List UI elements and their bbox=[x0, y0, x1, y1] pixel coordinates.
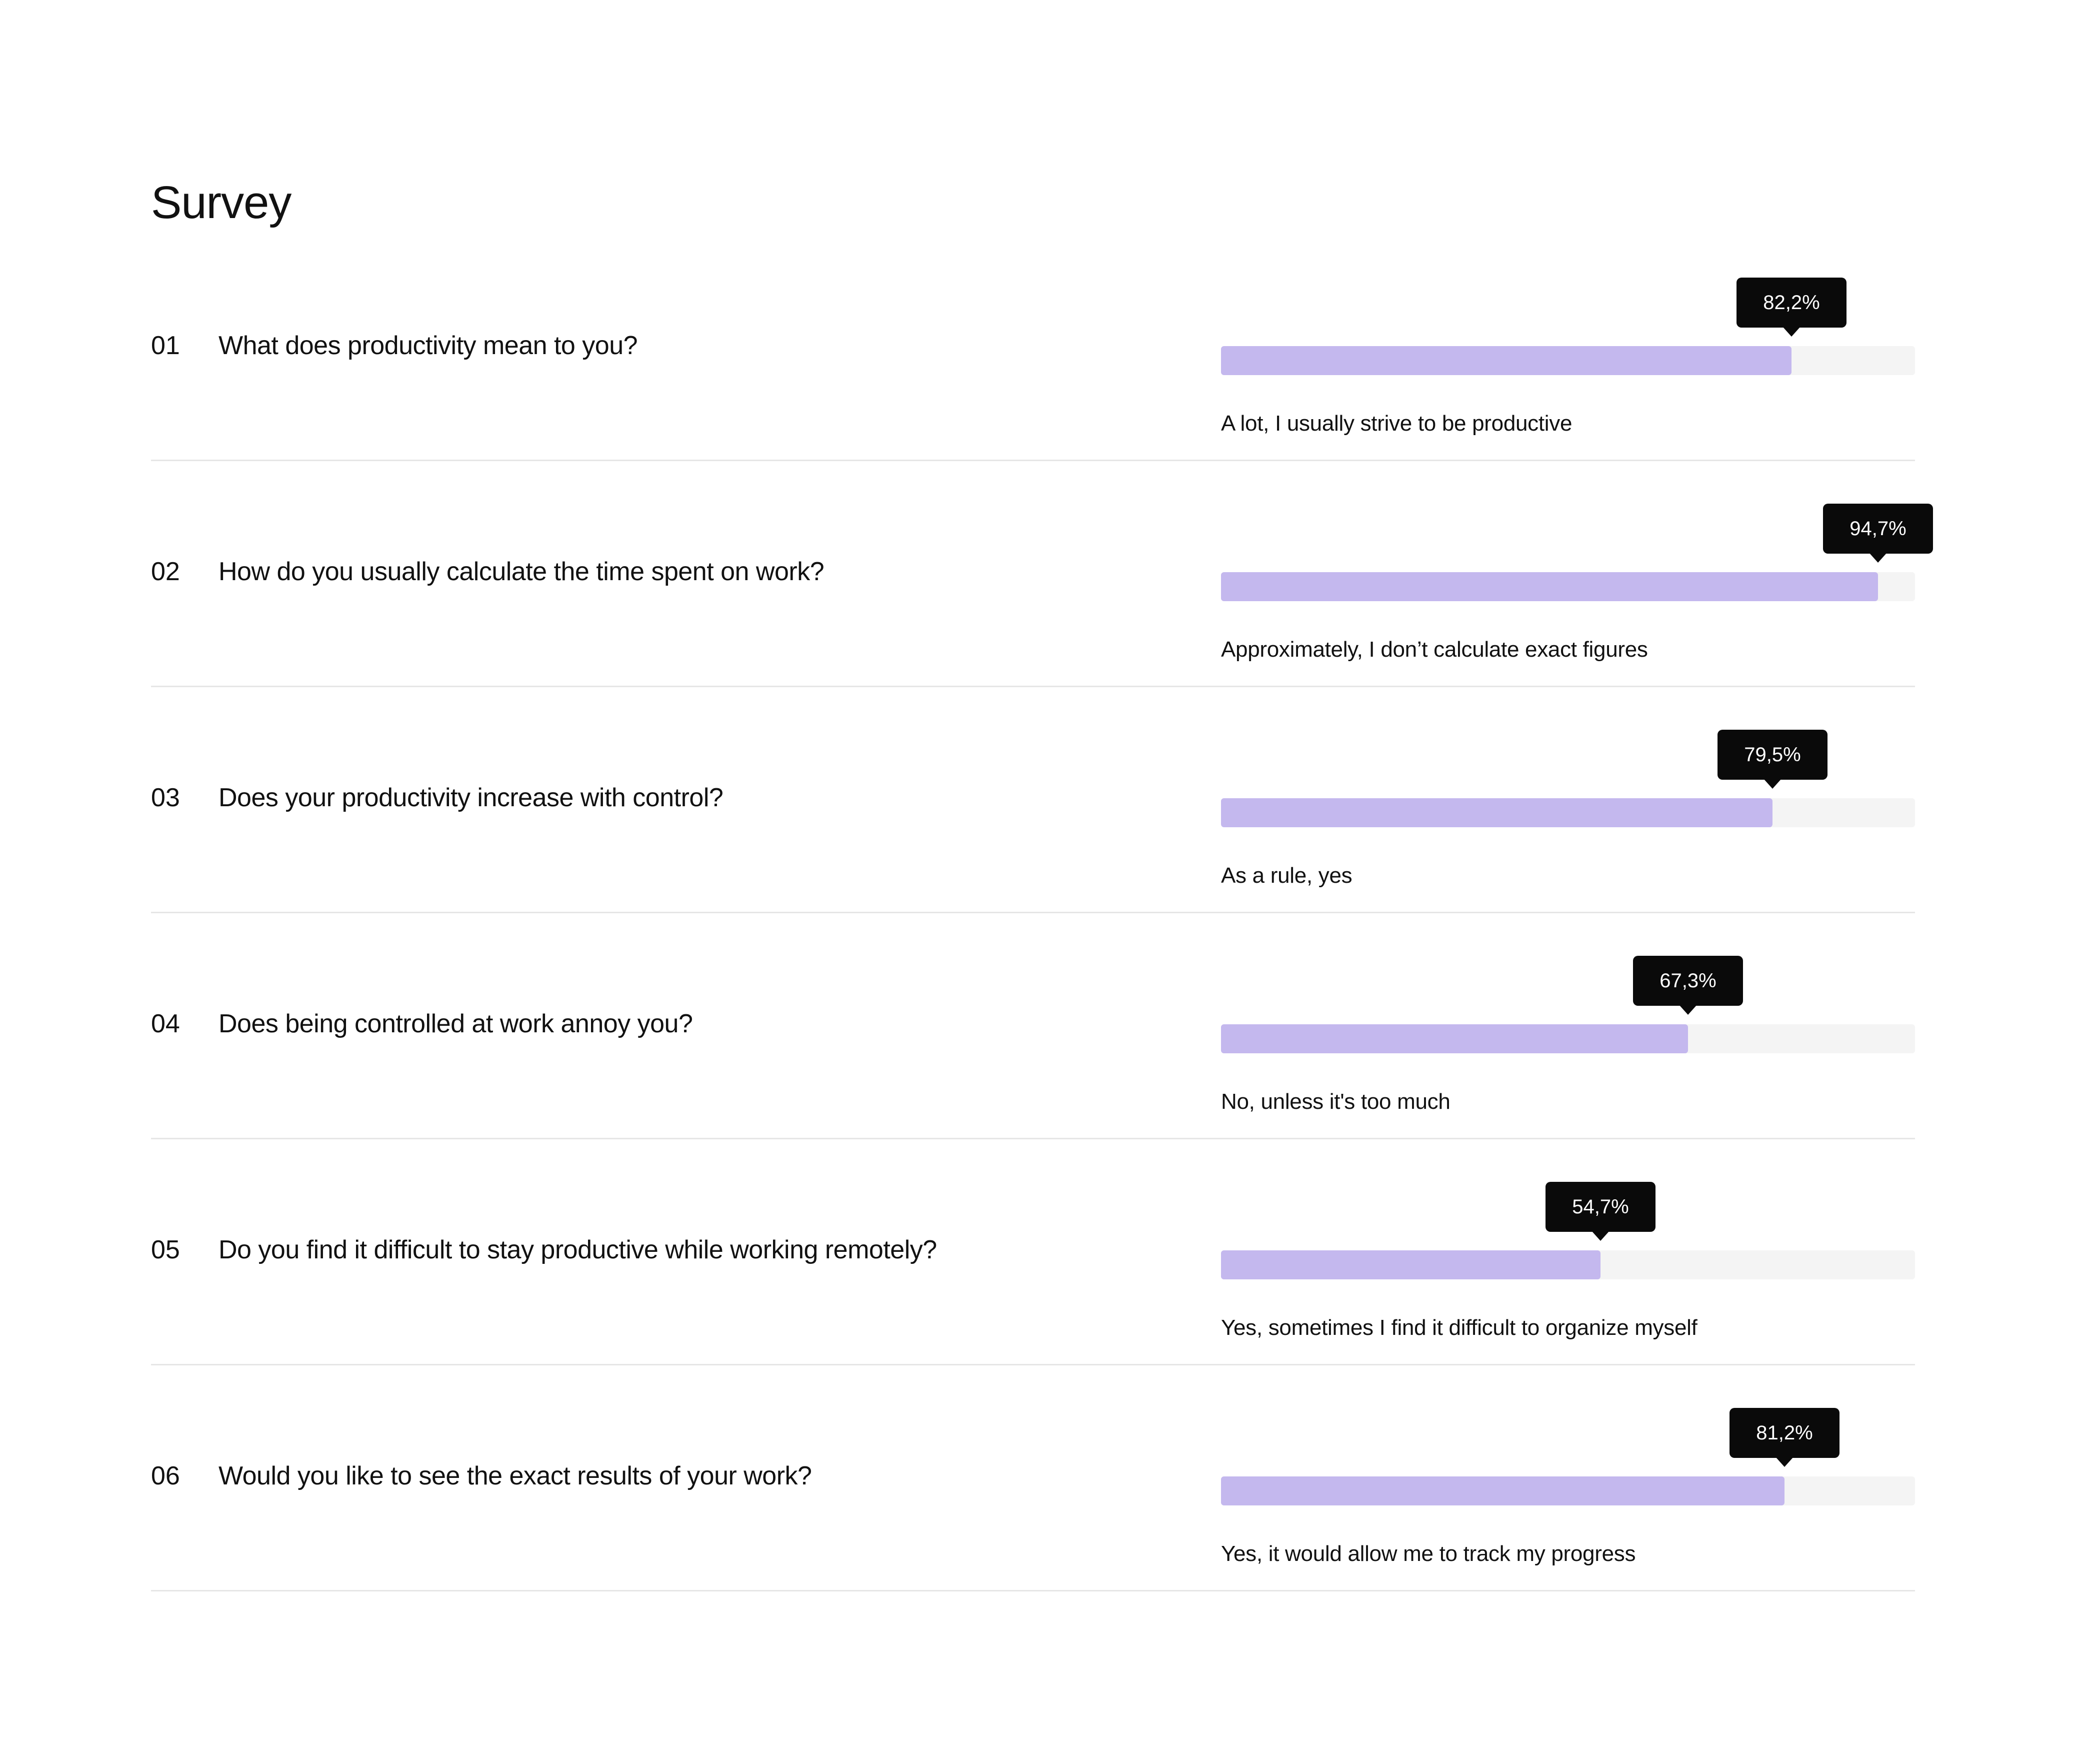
question-number: 03 bbox=[151, 783, 180, 812]
survey-row: 01 What does productivity mean to you? 82,… bbox=[151, 235, 1915, 461]
bar-fill bbox=[1221, 346, 1792, 375]
value-tooltip: 81,2% bbox=[1730, 1408, 1840, 1467]
bar-fill bbox=[1221, 798, 1772, 827]
bar-fill bbox=[1221, 572, 1878, 601]
question-number: 02 bbox=[151, 557, 180, 586]
bar-track bbox=[1221, 1250, 1915, 1279]
value-tooltip: 94,7% bbox=[1823, 504, 1933, 563]
answer-block: 79,5% As a rule, yes bbox=[1221, 687, 1915, 912]
answer-label: Yes, it would allow me to track my progr… bbox=[1221, 1541, 1636, 1566]
answer-block: 94,7% Approximately, I don’t calculate ex… bbox=[1221, 461, 1933, 686]
answer-label: As a rule, yes bbox=[1221, 863, 1352, 888]
answer-block: 54,7% Yes, sometimes I find it difficult … bbox=[1221, 1139, 1915, 1364]
bar-fill bbox=[1221, 1250, 1600, 1279]
bar-track bbox=[1221, 798, 1915, 827]
question-text: What does productivity mean to you? bbox=[218, 331, 638, 360]
survey-results-chart: 01 What does productivity mean to you? 82,… bbox=[151, 235, 1933, 1591]
answer-label: No, unless it's too much bbox=[1221, 1089, 1450, 1114]
survey-row: 02 How do you usually calculate the time … bbox=[151, 461, 1933, 687]
question-text: Does being controlled at work annoy you? bbox=[218, 1009, 693, 1038]
page-title: Survey bbox=[151, 177, 292, 228]
bar-track bbox=[1221, 346, 1915, 375]
answer-block: 67,3% No, unless it's too much bbox=[1221, 913, 1915, 1138]
question-number: 04 bbox=[151, 1009, 180, 1038]
value-tooltip: 79,5% bbox=[1718, 730, 1828, 789]
bar-track bbox=[1221, 1476, 1915, 1505]
survey-row: 05 Do you find it difficult to stay produ… bbox=[151, 1139, 1915, 1365]
bar-track bbox=[1221, 572, 1915, 601]
question-text: How do you usually calculate the time sp… bbox=[218, 557, 824, 586]
survey-row: 06 Would you like to see the exact result… bbox=[151, 1365, 1915, 1591]
survey-row: 04 Does being controlled at work annoy yo… bbox=[151, 913, 1915, 1139]
bar-fill bbox=[1221, 1476, 1784, 1505]
bar-fill bbox=[1221, 1024, 1688, 1053]
question-number: 05 bbox=[151, 1235, 180, 1264]
answer-block: 82,2% A lot, I usually strive to be produ… bbox=[1221, 235, 1915, 460]
answer-block: 81,2% Yes, it would allow me to track my … bbox=[1221, 1365, 1915, 1590]
value-tooltip: 54,7% bbox=[1546, 1182, 1656, 1241]
answer-label: A lot, I usually strive to be productive bbox=[1221, 411, 1572, 436]
value-tooltip: 82,2% bbox=[1736, 278, 1846, 337]
bar-track bbox=[1221, 1024, 1915, 1053]
question-number: 01 bbox=[151, 331, 180, 360]
question-text: Do you find it difficult to stay product… bbox=[218, 1235, 937, 1264]
question-text: Does your productivity increase with con… bbox=[218, 783, 724, 812]
survey-row: 03 Does your productivity increase with c… bbox=[151, 687, 1915, 913]
question-number: 06 bbox=[151, 1461, 180, 1490]
answer-label: Yes, sometimes I find it difficult to or… bbox=[1221, 1315, 1698, 1340]
question-text: Would you like to see the exact results … bbox=[218, 1461, 812, 1490]
value-tooltip: 67,3% bbox=[1633, 956, 1743, 1015]
answer-label: Approximately, I don’t calculate exact f… bbox=[1221, 637, 1648, 662]
